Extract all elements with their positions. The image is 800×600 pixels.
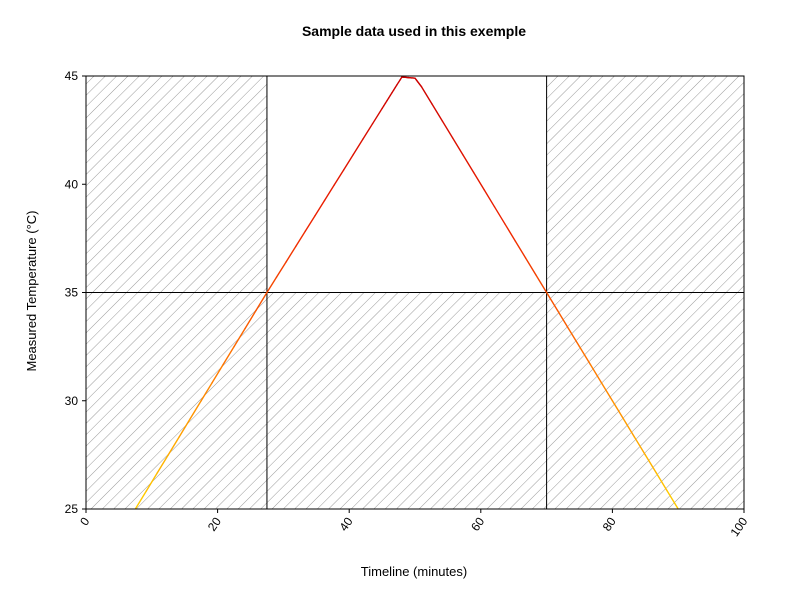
series-line-segment xyxy=(589,363,603,384)
series-line-segment xyxy=(352,138,364,156)
series-line-segment xyxy=(333,169,345,186)
y-tick-label: 25 xyxy=(65,502,79,516)
series-line-segment xyxy=(244,309,257,330)
series-line-segment xyxy=(514,240,527,259)
series-line-segment xyxy=(504,223,517,242)
series-line-segment xyxy=(567,327,581,348)
series-line-segment xyxy=(666,490,679,509)
y-axis-title: Measured Temperature (°C) xyxy=(24,210,39,371)
y-tick-label: 45 xyxy=(65,69,79,83)
series-line-segment xyxy=(622,418,636,438)
x-tick-label: 60 xyxy=(468,514,487,533)
series-line-segment xyxy=(314,199,326,217)
series-line-segment xyxy=(266,276,278,294)
x-tick-label: 80 xyxy=(600,514,619,533)
series-line-segment xyxy=(644,454,657,474)
series-line-segment xyxy=(304,215,316,232)
y-axis: 25 30 35 40 45 xyxy=(65,69,86,516)
series-line-segment xyxy=(545,291,559,312)
series-line-segment xyxy=(167,436,180,456)
series-line-segment xyxy=(145,472,158,492)
series-line-segment xyxy=(233,327,246,348)
series-line-segment xyxy=(323,184,335,202)
series-line-segment xyxy=(371,107,383,125)
y-tick-label: 30 xyxy=(65,394,79,408)
series-line-segment xyxy=(472,171,485,191)
series-line-segment xyxy=(483,188,496,208)
series-line-segment xyxy=(178,418,191,438)
series-line-segment xyxy=(255,291,268,312)
series-line-segment xyxy=(431,103,444,122)
y-tick-label: 40 xyxy=(65,177,79,191)
series-line-segment xyxy=(452,137,464,157)
series-line-segment xyxy=(156,454,169,474)
series-line-segment xyxy=(556,309,570,330)
series-layer xyxy=(134,76,679,509)
x-tick-label: 0 xyxy=(77,514,92,528)
series-line-segment xyxy=(462,154,475,174)
hatched-region-bottom xyxy=(266,292,547,509)
series-line-segment xyxy=(285,245,297,263)
chart-title: Sample data used in this exemple xyxy=(302,23,526,39)
y-tick-label: 35 xyxy=(65,286,79,300)
series-line-segment xyxy=(535,274,548,294)
series-line-segment xyxy=(655,472,668,492)
x-tick-label: 100 xyxy=(727,514,750,539)
series-line-segment xyxy=(295,230,307,248)
series-line-segment xyxy=(222,345,235,366)
x-tick-label: 20 xyxy=(205,514,224,533)
series-line-segment xyxy=(200,382,213,402)
series-line-segment xyxy=(420,86,433,105)
series-line-segment xyxy=(189,400,202,420)
series-line-segment xyxy=(493,206,506,225)
x-tick-label: 40 xyxy=(337,514,356,533)
x-axis: 0 20 40 60 80 100 xyxy=(77,509,751,539)
series-line-segment xyxy=(441,120,454,139)
series-line-segment xyxy=(343,153,355,171)
x-axis-title: Timeline (minutes) xyxy=(361,564,467,579)
series-line-segment xyxy=(578,345,592,366)
series-line-segment xyxy=(362,123,374,140)
series-line-segment xyxy=(600,382,614,402)
series-line-segment xyxy=(611,400,625,420)
series-line-segment xyxy=(633,436,646,456)
series-line-segment xyxy=(275,261,287,278)
series-line-segment xyxy=(525,257,537,277)
series-line-segment xyxy=(211,363,224,384)
series-line-segment xyxy=(134,490,148,509)
